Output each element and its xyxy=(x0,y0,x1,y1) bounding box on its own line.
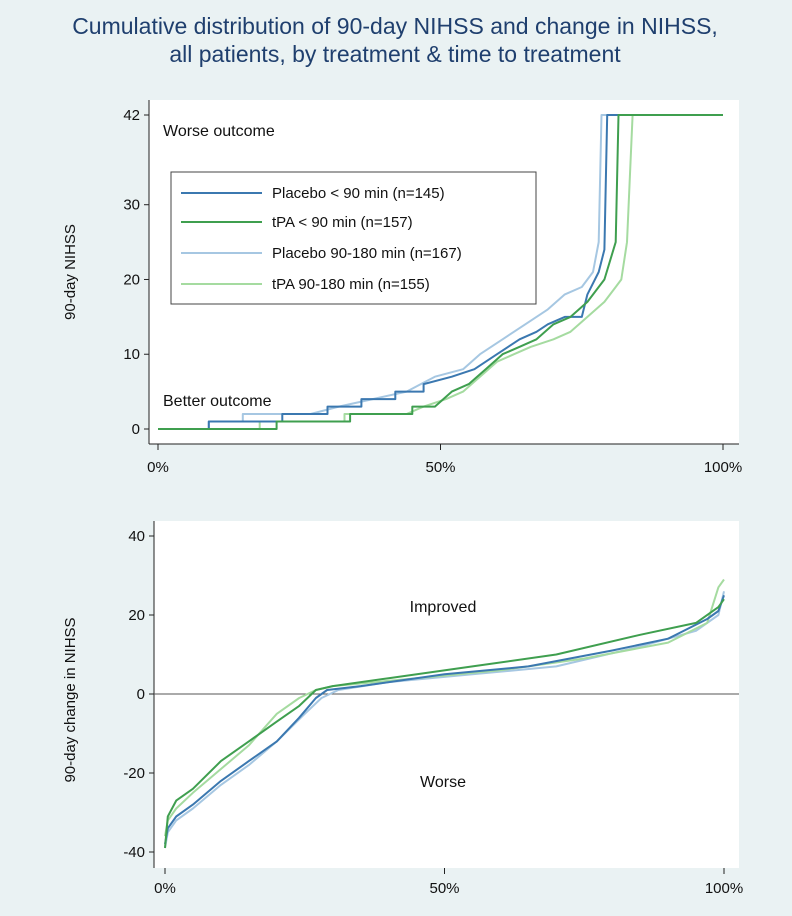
legend-label-placebo-90-180: Placebo 90-180 min (n=167) xyxy=(272,245,462,262)
nihss-x-tick-label: 50% xyxy=(425,459,455,476)
chart-title-line-2: all patients, by treatment & time to tre… xyxy=(169,41,621,67)
change-x-ticks: 0% 50% 100% xyxy=(154,868,743,897)
change-y-tick-label: -20 xyxy=(123,765,145,782)
nihss-y-tick-label: 42 xyxy=(123,107,140,124)
change-y-ticks: -40 -20 0 20 40 xyxy=(123,528,154,861)
change-series-placebo-90-min xyxy=(164,594,725,845)
change-y-axis-title: 90-day change in NIHSS xyxy=(62,617,79,782)
nihss-y-tick-label: 10 xyxy=(123,346,140,363)
annotation-improved: Improved xyxy=(410,599,477,616)
nihss-panel: 0 10 20 30 42 0% 50% 100% Worse outcome Better… xyxy=(62,100,742,476)
nihss-series xyxy=(158,114,723,430)
annotation-better-outcome: Better outcome xyxy=(163,393,272,410)
change-x-tick-label: 0% xyxy=(154,880,176,897)
nihss-series-tpa-90-min xyxy=(158,114,723,430)
nihss-series-placebo-90-min xyxy=(158,114,723,430)
change-series-tpa-90-min xyxy=(164,598,725,849)
legend-label-tpa-90-180: tPA 90-180 min (n=155) xyxy=(272,276,430,293)
legend-label-placebo-lt90: Placebo < 90 min (n=145) xyxy=(272,185,445,202)
nihss-y-tick-label: 30 xyxy=(123,197,140,214)
nihss-x-ticks: 0% 50% 100% xyxy=(147,444,742,476)
change-x-tick-label: 100% xyxy=(705,880,743,897)
nihss-y-tick-label: 0 xyxy=(132,421,140,438)
nihss-y-ticks: 0 10 20 30 42 xyxy=(123,107,149,438)
nihss-x-tick-label: 100% xyxy=(704,459,742,476)
change-y-tick-label: -40 xyxy=(123,844,145,861)
change-panel: -40 -20 0 20 40 0% 50% 100% Improved Worse 90-… xyxy=(62,521,743,897)
nihss-y-tick-label: 20 xyxy=(123,271,140,288)
change-y-tick-label: 20 xyxy=(128,607,145,624)
nihss-y-axis-title: 90-day NIHSS xyxy=(62,224,79,320)
annotation-worse: Worse xyxy=(420,774,466,791)
annotation-worse-outcome: Worse outcome xyxy=(163,123,275,140)
change-x-tick-label: 50% xyxy=(429,880,459,897)
change-y-tick-label: 40 xyxy=(128,528,145,545)
nihss-series-placebo-90-180-min xyxy=(158,114,723,430)
nihss-series-tpa-90-180-min xyxy=(158,114,723,430)
legend-label-tpa-lt90: tPA < 90 min (n=157) xyxy=(272,214,413,231)
change-series xyxy=(164,578,725,849)
change-y-tick-label: 0 xyxy=(137,686,145,703)
chart-title-line-1: Cumulative distribution of 90-day NIHSS … xyxy=(72,13,718,39)
legend: Placebo < 90 min (n=145) tPA < 90 min (n… xyxy=(170,171,537,305)
nihss-x-tick-label: 0% xyxy=(147,459,169,476)
